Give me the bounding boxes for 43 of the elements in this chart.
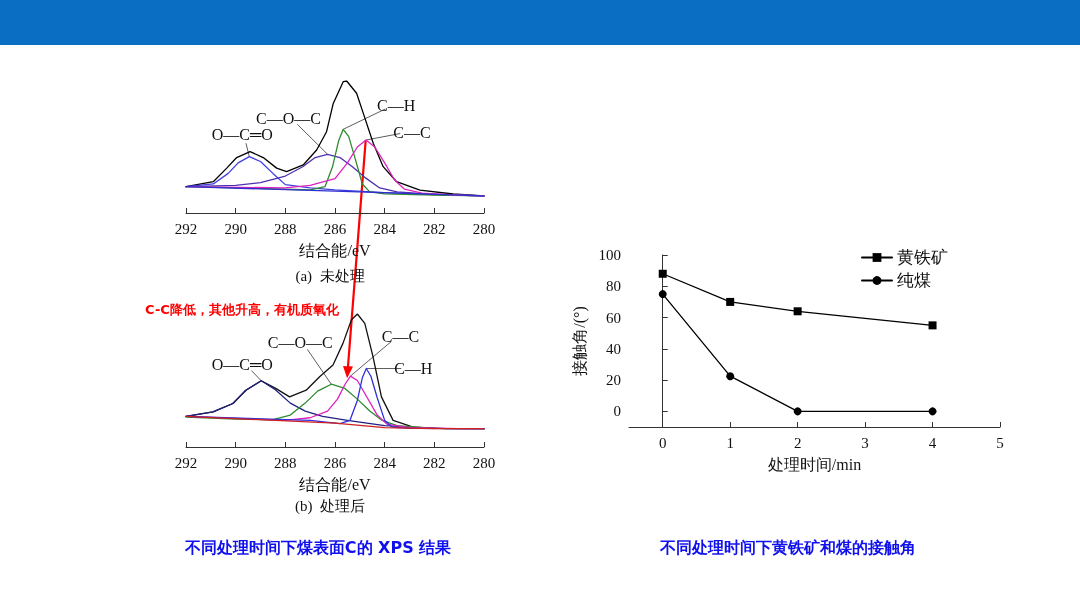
text: C—O—C — [267, 333, 333, 351]
x-axis-title: 处理时间/min — [767, 455, 862, 473]
x-tick-label: 282 — [423, 220, 446, 237]
x-tick-label: 4 — [928, 434, 937, 451]
x-tick-label: 292 — [174, 454, 198, 471]
legend-label: 纯煤 — [897, 271, 931, 290]
y-tick-label: 0 — [613, 403, 621, 420]
x-tick-label: 286 — [323, 220, 347, 237]
y-tick-label: 20 — [606, 372, 621, 389]
x-tick-label: 288 — [274, 454, 297, 471]
x-tick-label: 290 — [224, 220, 247, 237]
x-tick-label: 282 — [423, 454, 446, 471]
series-label: C—O—C — [256, 109, 321, 127]
x-tick-label: 0 — [658, 434, 667, 451]
text: C—C — [381, 327, 420, 345]
text: 不同处理时间下煤表面C的 XPS 结果 — [184, 537, 452, 559]
text: (b) 处理后 — [295, 497, 365, 515]
x-tick-label: 280 — [472, 220, 496, 237]
annotation: C-C降低，其他升高，有机质氧化 — [145, 301, 339, 319]
series-label: C—H — [394, 360, 433, 378]
x-tick-label: 3 — [861, 434, 869, 451]
x-tick-label: 280 — [472, 454, 496, 471]
series-label: O—C═O — [211, 356, 273, 374]
y-tick-label: 100 — [598, 247, 621, 263]
x-tick-label: 1 — [726, 434, 734, 451]
legend-label: 黄铁矿 — [897, 248, 948, 267]
y-tick-label: 40 — [606, 340, 621, 357]
x-tick-label: 284 — [373, 454, 397, 471]
x-tick-label: 292 — [174, 220, 198, 237]
text: 不同处理时间下黄铁矿和煤的接触角 — [660, 537, 916, 559]
x-axis-title: 结合能/eV — [299, 475, 371, 493]
text: C—H — [377, 96, 416, 114]
y-tick-label: 60 — [606, 309, 621, 326]
x-tick-label: 5 — [996, 434, 1004, 451]
series-label: C—C — [393, 123, 431, 141]
y-axis-title: 接触角/(°) — [571, 306, 590, 376]
y-tick-label: 80 — [606, 278, 621, 295]
x-tick-label: 290 — [224, 454, 247, 471]
series-label: O—C═O — [211, 126, 273, 144]
x-tick-label: 284 — [373, 220, 397, 237]
x-tick-label: 288 — [274, 220, 297, 237]
x-tick-label: 286 — [323, 454, 347, 471]
x-tick-label: 2 — [793, 434, 802, 451]
